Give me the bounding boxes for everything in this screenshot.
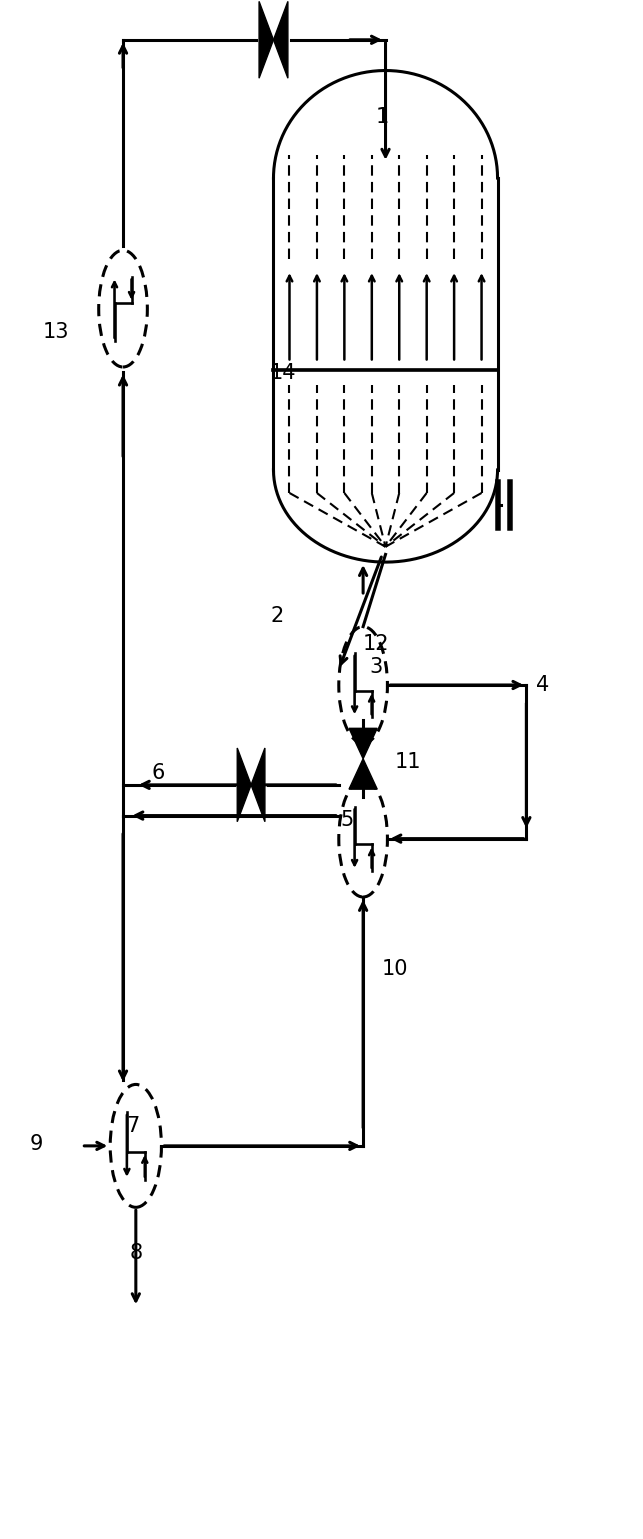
Text: 8: 8 [129, 1244, 142, 1264]
Text: 6: 6 [152, 762, 165, 782]
Text: 1: 1 [376, 106, 389, 126]
Polygon shape [349, 728, 377, 759]
Text: 10: 10 [382, 959, 408, 979]
Polygon shape [259, 2, 273, 78]
Text: 12: 12 [363, 634, 389, 654]
Text: 2: 2 [270, 606, 284, 626]
Polygon shape [349, 759, 377, 790]
Text: 14: 14 [270, 363, 296, 383]
Polygon shape [237, 748, 251, 822]
Text: 4: 4 [536, 676, 549, 696]
Text: 13: 13 [42, 322, 69, 342]
Text: 11: 11 [395, 753, 421, 773]
Text: 3: 3 [369, 657, 383, 677]
Text: 9: 9 [30, 1134, 43, 1154]
Polygon shape [251, 748, 265, 822]
Polygon shape [273, 2, 288, 78]
Text: 5: 5 [341, 810, 354, 830]
Text: 7: 7 [126, 1116, 140, 1136]
